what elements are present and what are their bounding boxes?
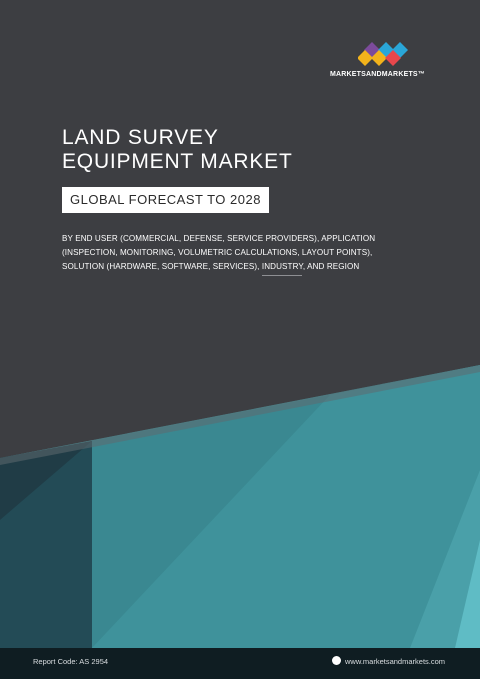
footer-bar: Report Code: AS 2954 www.marketsandmarke… [0, 648, 480, 679]
marketsandmarkets-logo: MARKETSANDMARKETS™ [330, 40, 450, 85]
report-title: LAND SURVEY EQUIPMENT MARKET [62, 126, 293, 174]
subtitle-line-2: (INSPECTION, MONITORING, VOLUMETRIC CALC… [62, 248, 373, 257]
report-code: Report Code: AS 2954 [33, 657, 109, 666]
report-scope-subtitle: BY END USER (COMMERCIAL, DEFENSE, SERVIC… [62, 232, 376, 274]
globe-icon [332, 656, 341, 665]
title-line-2: EQUIPMENT MARKET [62, 150, 293, 173]
forecast-label: GLOBAL FORECAST TO 2028 [62, 187, 269, 213]
subtitle-line-3: SOLUTION (HARDWARE, SOFTWARE, SERVICES),… [62, 262, 360, 271]
subtitle-line-1: BY END USER (COMMERCIAL, DEFENSE, SERVIC… [62, 234, 376, 243]
logo-wordmark: MARKETSANDMARKETS™ [330, 71, 425, 78]
subtitle-divider [262, 275, 302, 276]
title-line-1: LAND SURVEY [62, 126, 219, 149]
website-link[interactable]: www.marketsandmarkets.com [345, 657, 446, 666]
logo-diamond-icon [358, 42, 408, 66]
